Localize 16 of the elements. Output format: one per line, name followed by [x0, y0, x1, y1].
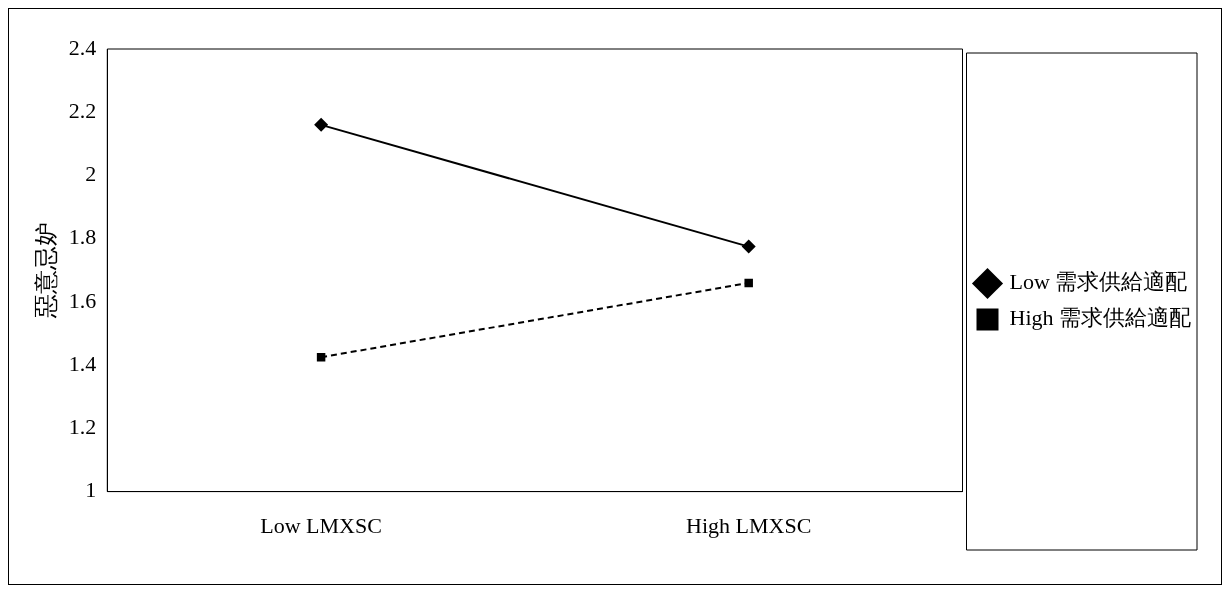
y-tick-label: 2.2	[68, 98, 97, 124]
x-tick-label: Low LMXSC	[260, 512, 382, 538]
y-tick-label: 2.4	[68, 34, 97, 60]
point	[741, 239, 756, 254]
point	[314, 117, 329, 132]
y-tick-label: 1.2	[68, 414, 97, 440]
y-tick-label: 1	[85, 477, 97, 503]
y-tick-label: 1.4	[68, 350, 97, 376]
x-tick-label: High LMXSC	[686, 512, 812, 538]
y-tick-label: 1.6	[68, 287, 97, 313]
y-tick-label: 2	[85, 161, 97, 187]
point	[744, 278, 753, 288]
legend-label: Low 需求供給適配	[1009, 269, 1188, 295]
y-tick-label: 1.8	[68, 224, 97, 250]
y-axis-title: 惡意忌妒	[31, 222, 60, 320]
legend-label: High 需求供給適配	[1009, 305, 1191, 331]
